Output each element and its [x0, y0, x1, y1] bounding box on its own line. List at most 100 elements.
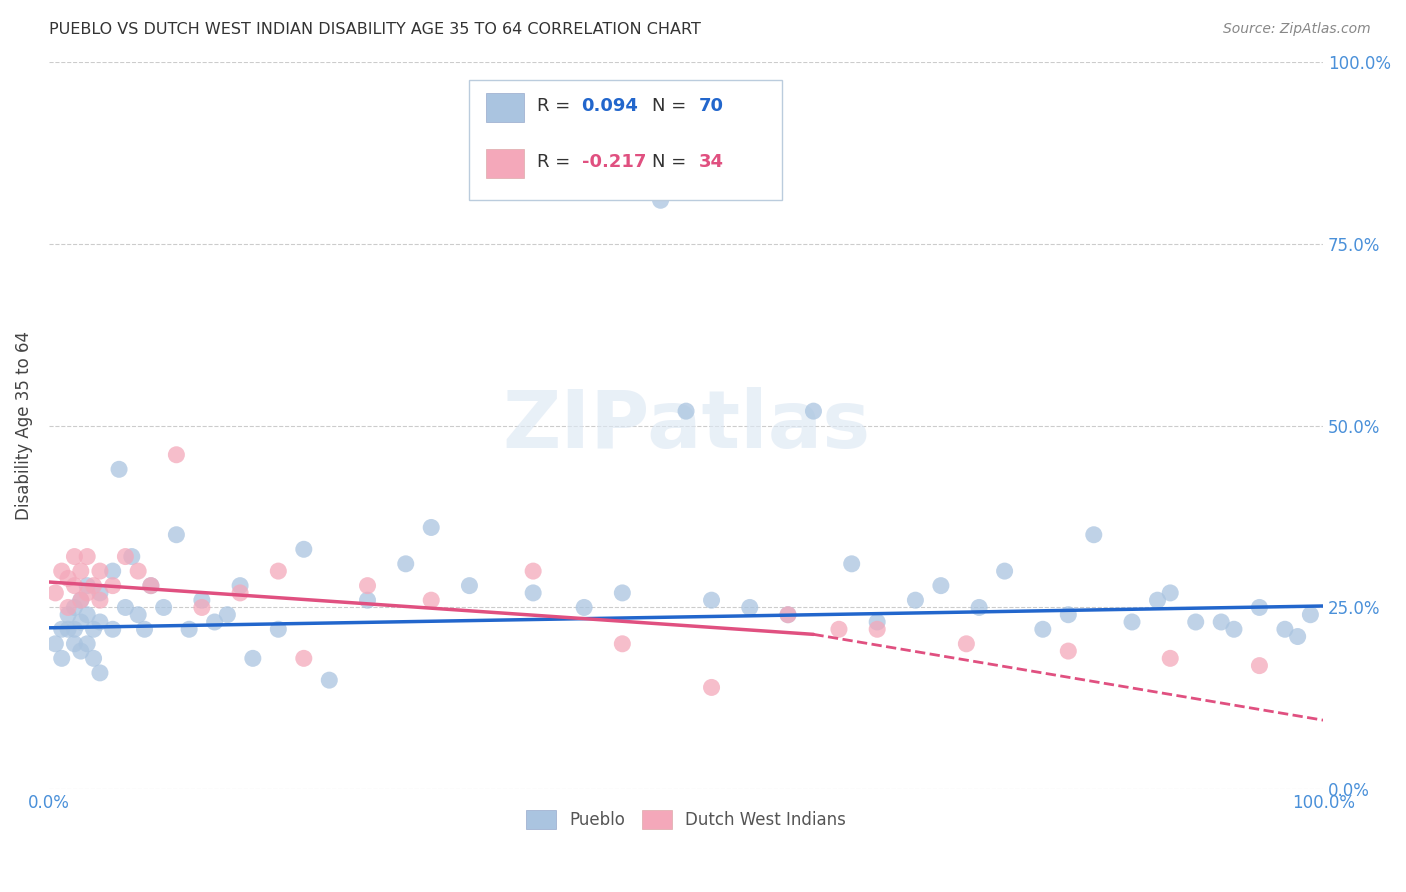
Point [56, 622, 79, 636]
Point [967, 600, 990, 615]
Text: N =: N = [651, 96, 692, 115]
Point [51, 564, 73, 578]
Point [776, 607, 799, 622]
Point [127, 607, 149, 622]
Point [1159, 586, 1181, 600]
Text: ZIPatlas: ZIPatlas [502, 386, 870, 465]
Point [76, 549, 98, 564]
Point [69, 593, 91, 607]
Point [217, 607, 239, 622]
Point [1083, 527, 1105, 541]
Point [63, 622, 86, 636]
Point [1249, 658, 1271, 673]
Point [56, 600, 79, 615]
Point [1299, 607, 1322, 622]
Point [69, 593, 91, 607]
Point [420, 593, 443, 607]
Point [165, 527, 187, 541]
Point [866, 622, 889, 636]
Point [69, 615, 91, 629]
Point [292, 542, 315, 557]
Point [127, 564, 149, 578]
Point [191, 593, 214, 607]
Point [1121, 615, 1143, 629]
Point [1146, 593, 1168, 607]
Point [1286, 630, 1309, 644]
Point [904, 593, 927, 607]
Point [139, 579, 162, 593]
Point [1184, 615, 1206, 629]
Point [318, 673, 340, 688]
Point [165, 448, 187, 462]
Text: -0.217: -0.217 [582, 153, 645, 171]
Text: R =: R = [537, 153, 576, 171]
Point [803, 404, 825, 418]
Point [267, 622, 290, 636]
Point [56, 607, 79, 622]
Text: Source: ZipAtlas.com: Source: ZipAtlas.com [1223, 22, 1371, 37]
Point [89, 665, 111, 680]
Point [229, 579, 252, 593]
Point [356, 579, 378, 593]
Text: R =: R = [537, 96, 576, 115]
Point [89, 586, 111, 600]
Point [44, 586, 66, 600]
FancyBboxPatch shape [486, 149, 524, 178]
Point [101, 622, 124, 636]
Text: PUEBLO VS DUTCH WEST INDIAN DISABILITY AGE 35 TO 64 CORRELATION CHART: PUEBLO VS DUTCH WEST INDIAN DISABILITY A… [49, 22, 702, 37]
Point [700, 593, 723, 607]
Point [1274, 622, 1296, 636]
Point [101, 579, 124, 593]
Point [1057, 644, 1080, 658]
Point [114, 600, 136, 615]
Point [612, 586, 634, 600]
Point [134, 622, 156, 636]
Point [89, 564, 111, 578]
Point [63, 579, 86, 593]
Point [1249, 600, 1271, 615]
Point [292, 651, 315, 665]
Point [700, 681, 723, 695]
Point [356, 593, 378, 607]
Point [63, 637, 86, 651]
Point [841, 557, 863, 571]
Point [179, 622, 201, 636]
Point [229, 586, 252, 600]
Point [738, 600, 761, 615]
Point [44, 637, 66, 651]
Point [101, 564, 124, 578]
Point [76, 607, 98, 622]
Point [776, 607, 799, 622]
Point [51, 622, 73, 636]
Point [1057, 607, 1080, 622]
Point [63, 600, 86, 615]
Y-axis label: Disability Age 35 to 64: Disability Age 35 to 64 [15, 331, 32, 520]
Point [63, 549, 86, 564]
Point [76, 579, 98, 593]
Text: N =: N = [651, 153, 692, 171]
Point [522, 586, 544, 600]
Point [83, 651, 105, 665]
Point [76, 586, 98, 600]
Point [89, 593, 111, 607]
Point [121, 549, 143, 564]
Point [650, 194, 672, 208]
Point [929, 579, 952, 593]
Point [242, 651, 264, 665]
Point [89, 615, 111, 629]
Point [152, 600, 174, 615]
Point [108, 462, 131, 476]
Point [83, 579, 105, 593]
Point [522, 564, 544, 578]
Point [420, 520, 443, 534]
Point [83, 622, 105, 636]
Point [56, 571, 79, 585]
Point [267, 564, 290, 578]
Point [955, 637, 977, 651]
Point [1032, 622, 1054, 636]
Legend: Pueblo, Dutch West Indians: Pueblo, Dutch West Indians [519, 803, 853, 836]
Point [1159, 651, 1181, 665]
Point [612, 637, 634, 651]
FancyBboxPatch shape [470, 80, 782, 201]
Point [204, 615, 226, 629]
